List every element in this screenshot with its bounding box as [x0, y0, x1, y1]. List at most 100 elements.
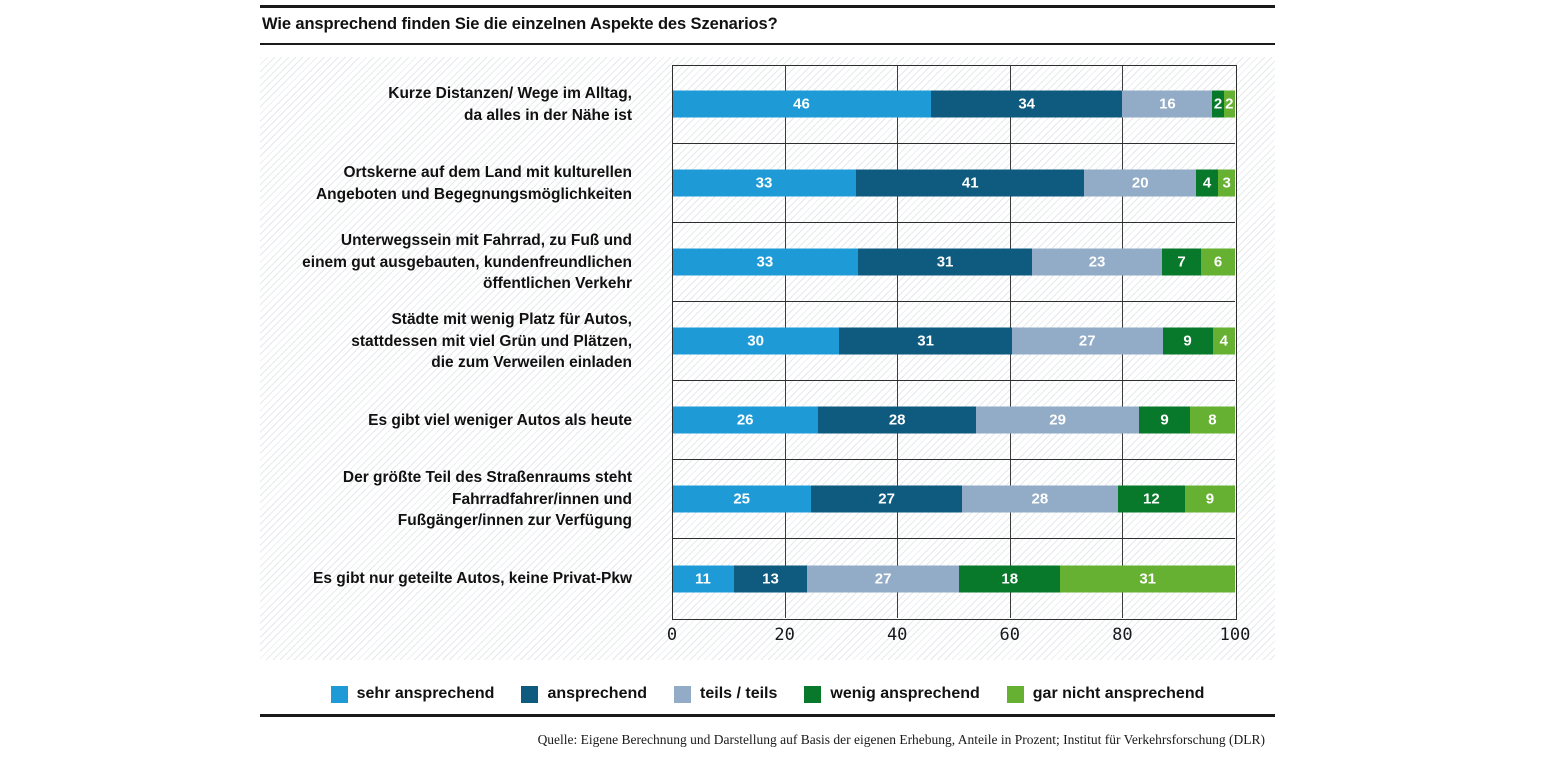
legend-swatch-wenig-ansprechend — [804, 685, 822, 703]
category-label: Kurze Distanzen/ Wege im Alltag, da alle… — [388, 85, 632, 124]
legend-item-gar-nicht-ansprechend: gar nicht ansprechend — [1006, 685, 1205, 703]
bar-segment-sehr-ansprechend: 33 — [672, 169, 856, 197]
bar-segment-teils-teils: 28 — [961, 485, 1118, 513]
segment-value: 2 — [1213, 95, 1223, 113]
segment-value: 4 — [1219, 332, 1228, 350]
segment-value: 27 — [878, 490, 895, 508]
bar-segment-sehr-ansprechend: 46 — [672, 90, 931, 118]
category-label: Unterwegssein mit Fahrrad, zu Fuß und ei… — [302, 232, 632, 293]
bar-segment-gar-nicht-ansprechend: 31 — [1060, 565, 1235, 592]
x-tick-label: 60 — [999, 625, 1021, 645]
bar-segment-sehr-ansprechend: 26 — [672, 406, 819, 434]
bar-segment-ansprechend: 41 — [855, 169, 1085, 197]
legend-swatch-gar-nicht-ansprechend — [1006, 685, 1024, 703]
segment-value: 29 — [1049, 411, 1066, 429]
source-note: Quelle: Eigene Berechnung und Darstellun… — [537, 732, 1265, 747]
chart-title: Wie ansprechend finden Sie die einzelnen… — [262, 15, 778, 33]
row-band: 46 34 16 2 2 — [672, 65, 1235, 144]
bar-segment-wenig-ansprechend: 18 — [959, 565, 1061, 592]
bar-segment-wenig-ansprechend: 9 — [1162, 327, 1213, 355]
segment-value: 30 — [747, 332, 764, 350]
bottom-rule — [260, 714, 1275, 717]
segment-value: 8 — [1208, 411, 1217, 429]
stacked-bar: 30 31 27 9 4 — [672, 327, 1235, 355]
plot-bands: 46 34 16 2 2 33 41 20 4 3 33 31 23 7 6 30 31 27 9 4 26 28 29 9 8… — [672, 65, 1235, 618]
legend-item-sehr-ansprechend: sehr ansprechend — [330, 685, 495, 703]
legend-label: ansprechend — [547, 685, 648, 702]
bar-segment-ansprechend: 27 — [811, 485, 962, 513]
category-label: Ortskerne auf dem Land mit kulturellen A… — [315, 164, 632, 203]
bar-segment-wenig-ansprechend: 12 — [1117, 485, 1185, 513]
segment-value: 33 — [756, 253, 774, 271]
row-band: 33 31 23 7 6 — [672, 223, 1235, 302]
segment-value: 2 — [1225, 95, 1234, 113]
bar-segment-ansprechend: 34 — [930, 90, 1123, 118]
bar-segment-teils-teils: 27 — [1012, 327, 1163, 355]
segment-value: 31 — [917, 332, 934, 350]
row-band: 26 28 29 9 8 — [672, 381, 1235, 460]
stacked-bar: 25 27 28 12 9 — [672, 485, 1235, 513]
row-band: 33 41 20 4 3 — [672, 144, 1235, 223]
segment-value: 25 — [733, 490, 751, 508]
x-tick-label: 20 — [774, 625, 795, 645]
bar-segment-sehr-ansprechend: 11 — [672, 565, 734, 592]
segment-value: 28 — [1031, 490, 1049, 508]
bar-segment-teils-teils: 20 — [1084, 169, 1196, 197]
category-label: Städte mit wenig Platz für Autos, stattd… — [351, 311, 632, 372]
legend-item-teils-teils: teils / teils — [674, 685, 777, 703]
segment-value: 31 — [936, 253, 954, 271]
segment-value: 13 — [762, 570, 779, 587]
segment-value: 9 — [1205, 490, 1215, 508]
bar-segment-gar-nicht-ansprechend: 2 — [1223, 90, 1235, 118]
bar-segment-teils-teils: 27 — [807, 565, 960, 592]
legend-label: gar nicht ansprechend — [1032, 685, 1205, 702]
segment-value: 7 — [1177, 253, 1186, 271]
bar-segment-gar-nicht-ansprechend: 9 — [1184, 485, 1235, 513]
segment-value: 9 — [1183, 332, 1192, 350]
chart-panel: Kurze Distanzen/ Wege im Alltag, da alle… — [260, 57, 1275, 660]
legend-swatch-sehr-ansprechend — [330, 685, 348, 703]
legend: sehr ansprechend ansprechend teils / teils… — [260, 681, 1275, 707]
segment-value: 12 — [1143, 490, 1160, 508]
x-axis-ticks: 0 20 40 60 80 100 — [667, 625, 1250, 651]
category-label: Der größte Teil des Straßenraums steht F… — [342, 469, 632, 530]
segment-value: 27 — [1078, 332, 1096, 350]
segment-value: 4 — [1202, 174, 1212, 192]
segment-value: 23 — [1088, 253, 1106, 271]
legend-label: wenig ansprechend — [830, 685, 980, 702]
segment-value: 33 — [755, 174, 773, 192]
bar-segment-ansprechend: 31 — [857, 248, 1033, 276]
legend-label: teils / teils — [700, 685, 778, 702]
segment-value: 16 — [1159, 95, 1176, 113]
bar-segment-gar-nicht-ansprechend: 6 — [1201, 248, 1235, 276]
stacked-bar: 11 13 27 18 31 — [672, 565, 1235, 592]
segment-value: 26 — [736, 411, 754, 429]
title-underline-rule — [260, 43, 1275, 45]
bar-segment-wenig-ansprechend: 9 — [1139, 406, 1190, 434]
top-rule — [260, 5, 1275, 8]
row-band: 30 31 27 9 4 — [672, 302, 1235, 381]
segment-value: 34 — [1018, 95, 1036, 113]
bar-segment-sehr-ansprechend: 30 — [672, 327, 840, 355]
segment-value: 18 — [1001, 570, 1019, 587]
bar-segment-gar-nicht-ansprechend: 4 — [1212, 327, 1235, 355]
x-tick-label: 40 — [886, 625, 908, 645]
segment-value: 31 — [1139, 570, 1157, 587]
bar-segment-gar-nicht-ansprechend: 3 — [1218, 169, 1235, 197]
segment-value: 9 — [1160, 411, 1169, 429]
segment-value: 28 — [888, 411, 906, 429]
bar-segment-sehr-ansprechend: 33 — [672, 248, 858, 276]
bar-segment-ansprechend: 31 — [839, 327, 1013, 355]
category-label: Es gibt nur geteilte Autos, keine Privat… — [313, 569, 632, 587]
legend-label: sehr ansprechend — [356, 685, 495, 702]
legend-swatch-teils-teils — [674, 685, 692, 703]
stacked-bar: 33 41 20 4 3 — [672, 169, 1235, 197]
legend-swatch-ansprechend — [521, 685, 539, 703]
stacked-bar: 26 28 29 9 8 — [672, 406, 1235, 434]
bar-segment-ansprechend: 13 — [733, 565, 808, 592]
segment-value: 6 — [1213, 253, 1223, 271]
category-labels: Kurze Distanzen/ Wege im Alltag, da alle… — [260, 65, 652, 618]
bar-segment-teils-teils: 16 — [1122, 90, 1213, 118]
legend-item-ansprechend: ansprechend — [521, 685, 647, 703]
